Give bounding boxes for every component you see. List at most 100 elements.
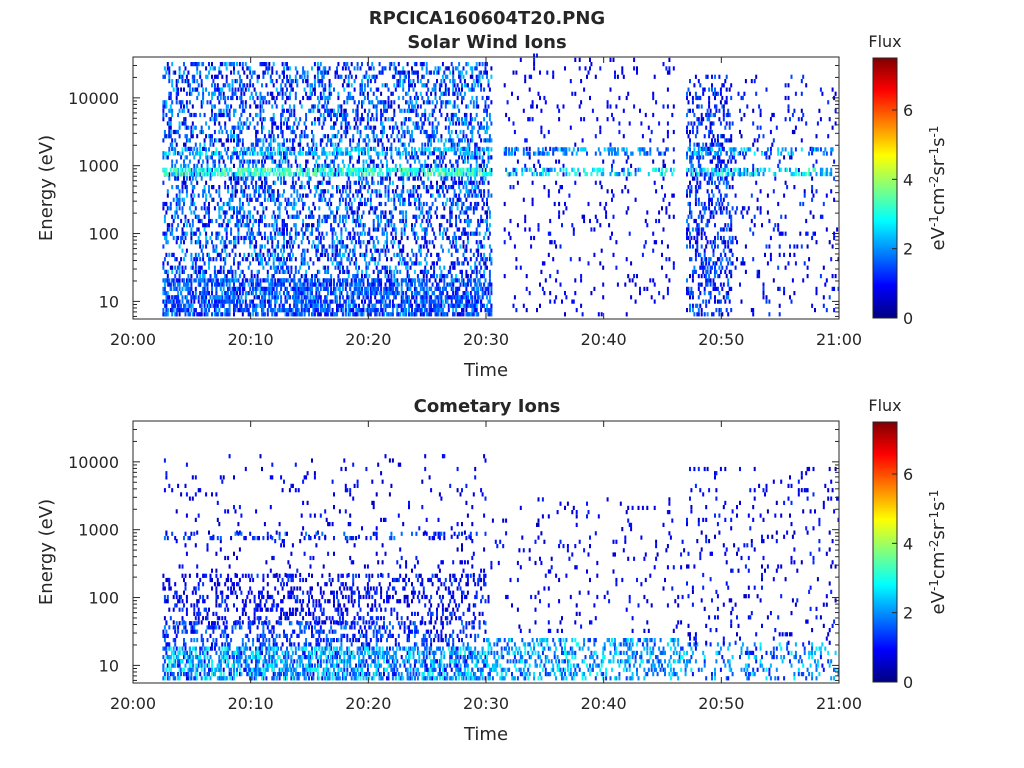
heatmap-cell [456,134,459,139]
heatmap-cell [328,244,331,249]
heatmap-cell [177,176,180,181]
heatmap-cell [208,257,210,262]
heatmap-cell [166,172,169,177]
heatmap-cell [243,159,246,164]
heatmap-cell [406,172,409,177]
heatmap-cell [321,231,324,236]
heatmap-cell [202,291,205,296]
heatmap-cell [422,274,425,279]
heatmap-cell [483,147,486,152]
heatmap-cell [291,146,294,151]
heatmap-cell [347,66,350,71]
heatmap-cell [400,134,403,139]
heatmap-cell [175,100,178,105]
heatmap-cell [469,100,472,105]
heatmap-cell [280,129,283,135]
heatmap-cell [286,257,288,262]
heatmap-cell [400,210,403,215]
heatmap-cell [409,282,412,287]
heatmap-cell [377,155,380,160]
heatmap-cell [287,159,290,164]
heatmap-cell [372,163,375,168]
heatmap-cell [371,62,374,67]
heatmap-cell [224,308,227,313]
heatmap-cell [361,104,363,109]
heatmap-cell [337,308,340,313]
heatmap-cell [261,214,263,219]
heatmap-cell [312,138,315,143]
heatmap-cell [168,74,171,79]
heatmap-cell [393,193,396,198]
heatmap-cell [246,197,249,202]
heatmap-cell [290,235,293,241]
heatmap-cell [224,172,227,177]
heatmap-cell [256,121,259,126]
heatmap-cell [234,240,237,245]
heatmap-cell [390,274,393,279]
heatmap-cell [330,172,333,177]
heatmap-cell [309,231,312,236]
heatmap-cell [463,151,466,156]
heatmap-cell [375,117,378,122]
heatmap-cell [171,299,174,304]
heatmap-cell [190,125,193,130]
heatmap-cell [252,95,255,101]
heatmap-cell [208,201,210,207]
heatmap-cell [337,91,340,96]
heatmap-cell [259,257,262,262]
heatmap-cell [216,201,219,207]
heatmap-cell [372,240,375,245]
heatmap-cell [471,138,474,143]
heatmap-cell [450,210,453,215]
heatmap-cell [480,240,483,245]
heatmap-cell [405,155,408,160]
heatmap-cell [194,176,197,181]
heatmap-cell [250,269,253,274]
heatmap-cell [361,147,363,152]
heatmap-cell [208,218,210,224]
heatmap-cell [291,206,294,211]
heatmap-cell [347,299,350,304]
heatmap-cell [347,295,350,300]
heatmap-cell [315,146,318,151]
heatmap-cell [443,70,446,75]
heatmap-cell [462,308,465,313]
heatmap-cell [205,269,208,274]
heatmap-cell [490,193,493,198]
heatmap-cell [266,189,269,194]
heatmap-cell [212,79,215,84]
heatmap-cell [261,121,263,126]
heatmap-cell [422,83,425,88]
heatmap-cell [231,79,234,84]
heatmap-cell [383,66,385,71]
heatmap-cell [277,142,280,147]
heatmap-cell [162,155,165,160]
heatmap-cell [171,83,174,88]
heatmap-cell [318,66,321,71]
heatmap-cell [408,142,410,147]
heatmap-cell [386,151,388,156]
heatmap-cell [415,257,418,262]
heatmap-cell [227,138,230,143]
heatmap-cell [331,108,334,113]
heatmap-cell [486,138,488,143]
heatmap-cell [425,100,428,105]
heatmap-cell [438,223,441,228]
heatmap-cell [255,218,258,224]
heatmap-cell [431,112,434,118]
heatmap-cell [221,172,224,177]
heatmap-cell [430,252,433,257]
heatmap-cell [340,308,343,313]
heatmap-cell [171,265,174,270]
heatmap-cell [459,303,462,308]
heatmap-cell [386,265,388,270]
heatmap-cell [238,299,241,304]
heatmap-cell [263,176,266,181]
heatmap-cell [211,95,213,101]
heatmap-cell [206,291,209,296]
heatmap-cell [384,252,387,257]
heatmap-cell [261,172,263,177]
heatmap-cell [247,210,250,215]
heatmap-cell [421,308,424,313]
heatmap-cell [453,172,456,177]
